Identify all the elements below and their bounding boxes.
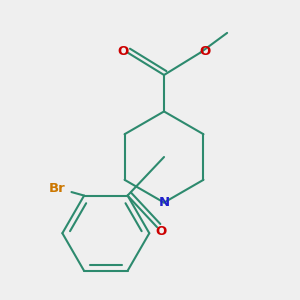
Text: O: O <box>156 225 167 238</box>
Text: O: O <box>117 45 128 58</box>
Text: N: N <box>158 196 169 209</box>
Text: O: O <box>200 45 211 58</box>
Text: Br: Br <box>49 182 66 195</box>
